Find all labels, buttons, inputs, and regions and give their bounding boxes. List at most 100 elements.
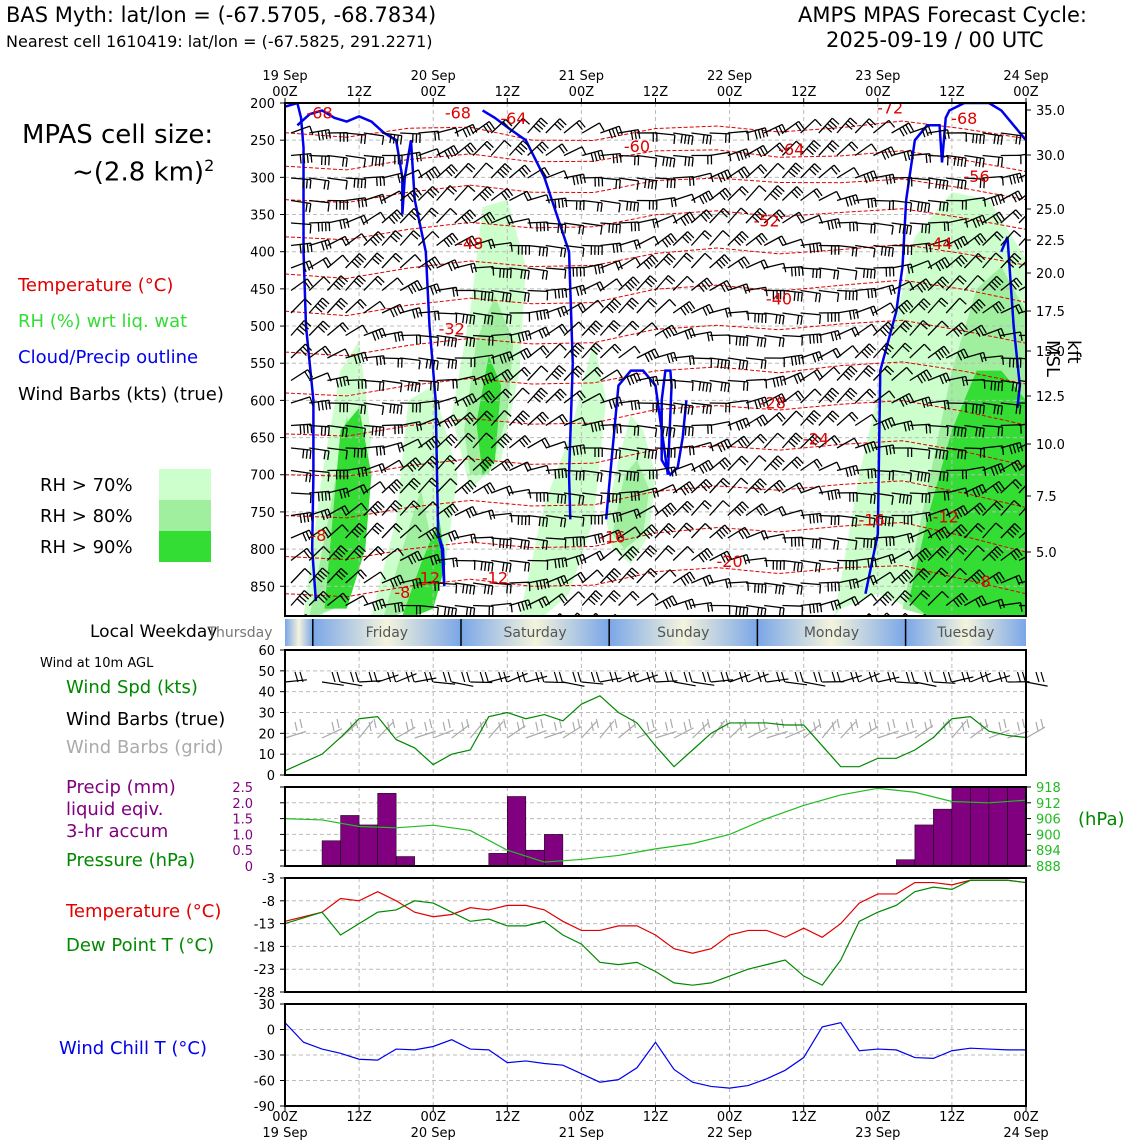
wind-barb <box>436 455 458 471</box>
wind-barb <box>327 647 348 658</box>
wind-barb <box>618 372 642 386</box>
wind-barb <box>363 445 386 456</box>
wind-barb <box>946 647 967 657</box>
wind-barb <box>745 312 767 324</box>
wind-barb <box>909 125 933 138</box>
wind-barb <box>855 659 876 673</box>
wind-barb <box>290 125 314 135</box>
wind-barb <box>545 557 568 569</box>
wind-barb <box>1019 651 1039 663</box>
wind-barb <box>545 244 567 258</box>
wind-barb <box>654 132 676 145</box>
wind-barb <box>764 357 785 368</box>
wind-barb <box>982 275 1004 291</box>
wind-barb <box>800 140 821 156</box>
wind-barb <box>454 455 476 471</box>
pressure-tick-label: 250 <box>250 134 275 149</box>
wind-barb <box>581 569 604 584</box>
wind-barb <box>545 388 567 404</box>
wind-barb <box>491 559 512 573</box>
wind-barb <box>891 366 914 381</box>
surface-barb-grid <box>655 718 677 739</box>
wind-barb <box>855 267 876 279</box>
wind-barb <box>309 696 329 707</box>
wind-barb <box>381 230 403 246</box>
weekday-name: Sunday <box>657 625 709 641</box>
temperature-label: -56 <box>964 167 990 186</box>
wind-barb <box>909 320 931 336</box>
wind-barb <box>345 154 367 168</box>
wind-barb <box>746 684 768 696</box>
wind-barb <box>381 277 404 292</box>
wind-barb <box>546 659 567 673</box>
wind-barb <box>581 320 603 336</box>
wind-tick-label: 30 <box>258 707 275 722</box>
wind-barb <box>782 372 805 384</box>
wind-barb <box>326 545 348 561</box>
wind-barb <box>381 303 405 318</box>
wind-barb <box>855 287 877 299</box>
surface-barb-grid <box>858 718 879 739</box>
wind-barb <box>490 433 513 449</box>
wind-barb <box>1000 172 1024 185</box>
surface-barb-true <box>581 671 604 685</box>
wind-barb <box>290 320 312 336</box>
wind-barb <box>381 379 403 393</box>
rh-region-80 <box>612 459 650 550</box>
pressure-tick-label: 700 <box>250 469 275 484</box>
wind-barb <box>964 483 987 498</box>
wind-barb <box>472 334 494 346</box>
precip-bar <box>914 824 934 867</box>
legend-rh80: RH > 80% <box>40 506 133 527</box>
wind-barb <box>400 151 422 162</box>
wind-barb <box>782 266 804 277</box>
wind-barb <box>599 343 622 359</box>
wind-barb <box>818 312 840 322</box>
wind-barb <box>472 509 496 520</box>
wind-barb <box>527 387 549 404</box>
wind-barb <box>873 222 894 235</box>
wind-barb <box>800 512 823 524</box>
wind-barb <box>1019 708 1041 719</box>
wind-barb <box>927 276 950 291</box>
wind-tick-label: 0 <box>267 769 275 784</box>
temperature-label: -24 <box>803 429 829 448</box>
wind-barb <box>673 379 694 392</box>
wind-barb <box>1000 209 1023 224</box>
wind-barb <box>800 333 822 344</box>
wind-barb <box>800 537 822 549</box>
wind-barb <box>345 298 367 314</box>
wind-barb <box>691 402 712 415</box>
wind-barb <box>600 511 623 523</box>
cell-size-sup: 2 <box>204 156 215 175</box>
temperature-tick-label: -23 <box>254 963 275 978</box>
kft-tick-label: 15.0 <box>1036 345 1065 360</box>
wind-barb <box>309 671 330 681</box>
bottom-hour-label: 12Z <box>495 1110 521 1125</box>
wind-barb <box>872 591 895 607</box>
wind-barb <box>963 545 985 561</box>
wind-barb <box>654 466 677 477</box>
wind-barb <box>418 417 441 427</box>
temperature-label: -32 <box>439 319 465 338</box>
legend-rh70-swatch <box>159 469 211 500</box>
wind-barb <box>691 459 714 474</box>
wind-barb <box>983 651 1003 662</box>
wind-barb <box>1001 651 1021 663</box>
wind-barb <box>1018 132 1026 134</box>
wind-barb <box>891 320 913 336</box>
precip-tick-label: 1.5 <box>232 813 253 828</box>
wind-barb <box>964 402 985 415</box>
wind-barb <box>545 413 568 427</box>
wind-barb <box>509 347 532 361</box>
wind-barb <box>327 447 348 460</box>
wind-barb <box>381 331 405 343</box>
pressure-tick-label: 500 <box>250 320 275 335</box>
wind-barb <box>345 402 367 415</box>
wind-barb <box>909 547 932 563</box>
wind-barb <box>563 571 587 584</box>
top-date-label: 22 Sep <box>707 69 752 84</box>
wind-barb <box>982 300 1005 314</box>
temperature-label: -68 <box>445 104 471 123</box>
wind-barb <box>873 536 895 547</box>
